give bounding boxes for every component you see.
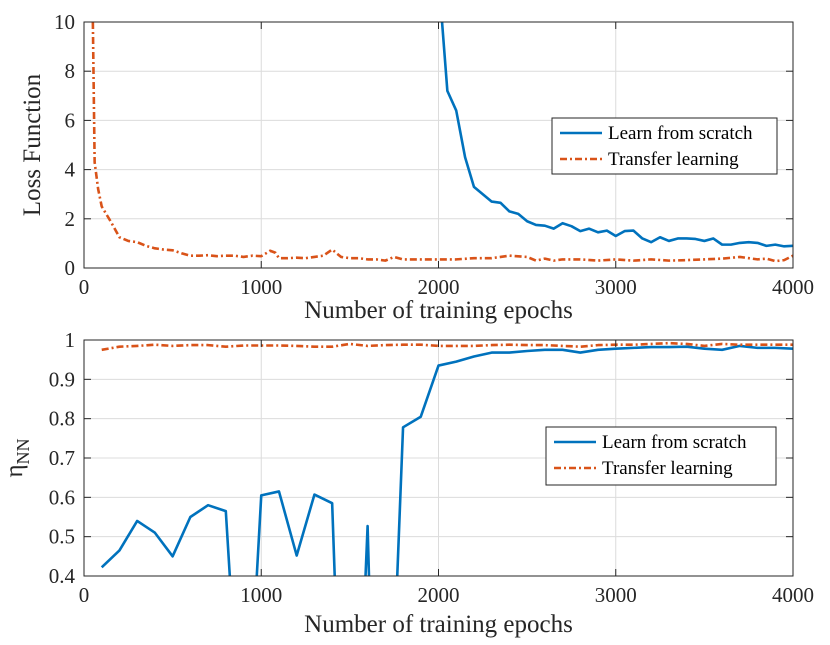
legend-label: Transfer learning: [608, 149, 739, 170]
x-tick-label: 2000: [418, 275, 460, 299]
legend: Learn from scratch Transfer learning: [545, 426, 777, 486]
x-axis-title: Number of training epochs: [304, 297, 573, 324]
y-tick-label: 0: [65, 256, 76, 280]
y-tick-label: 0.6: [49, 485, 75, 509]
y-axis-title: Loss Function: [19, 73, 46, 216]
legend-box: [551, 117, 778, 175]
series-line-transfer-learning: [101, 341, 793, 352]
x-tick-label: 3000: [595, 583, 637, 607]
chart-panel-2: 0 1000 2000 3000 4000 0.4 0.5 0.6 0.7 0.8 0.9 1 Numb…: [1, 328, 814, 638]
series-line-learn-from-scratch: [100, 344, 793, 576]
legend-label: Transfer learning: [602, 458, 733, 479]
chart-panel-1: 0 1000 2000 3000 4000 0 2 4 6 8 10 Number of traini…: [19, 10, 814, 324]
y-tick-label: 0.9: [49, 367, 75, 391]
legend: Learn from scratch Transfer learning: [551, 117, 778, 175]
x-tick-label: 3000: [595, 275, 637, 299]
x-tick-label: 4000: [772, 275, 814, 299]
x-tick-label: 4000: [772, 583, 814, 607]
x-axis-title: Number of training epochs: [304, 611, 573, 638]
y-tick-label: 2: [65, 207, 76, 231]
y-tick-label: 4: [65, 158, 76, 182]
legend-box: [545, 426, 777, 486]
x-tick-label: 1000: [240, 583, 282, 607]
legend-label: Learn from scratch: [608, 123, 753, 144]
series-line-transfer-learning: [91, 22, 793, 263]
x-tick-label: 2000: [418, 583, 460, 607]
y-tick-label: 0.4: [49, 564, 76, 588]
y-tick-label: 0.7: [49, 446, 75, 470]
y-axis-title-symbol: η: [1, 464, 28, 477]
x-tick-label: 0: [79, 583, 90, 607]
x-tick-label: 0: [79, 275, 90, 299]
y-tick-label: 0.5: [49, 525, 75, 549]
y-tick-label: 0.8: [49, 407, 75, 431]
x-tick-label: 1000: [240, 275, 282, 299]
legend-label: Learn from scratch: [602, 432, 747, 453]
y-tick-label: 10: [54, 10, 75, 34]
y-tick-label: 8: [65, 59, 76, 83]
y-axis-title: ηNN: [1, 438, 33, 477]
y-tick-label: 6: [65, 108, 76, 132]
y-tick-label: 1: [65, 328, 76, 352]
y-axis-title-subscript: NN: [13, 438, 33, 464]
series-line-learn-from-scratch: [440, 22, 793, 248]
